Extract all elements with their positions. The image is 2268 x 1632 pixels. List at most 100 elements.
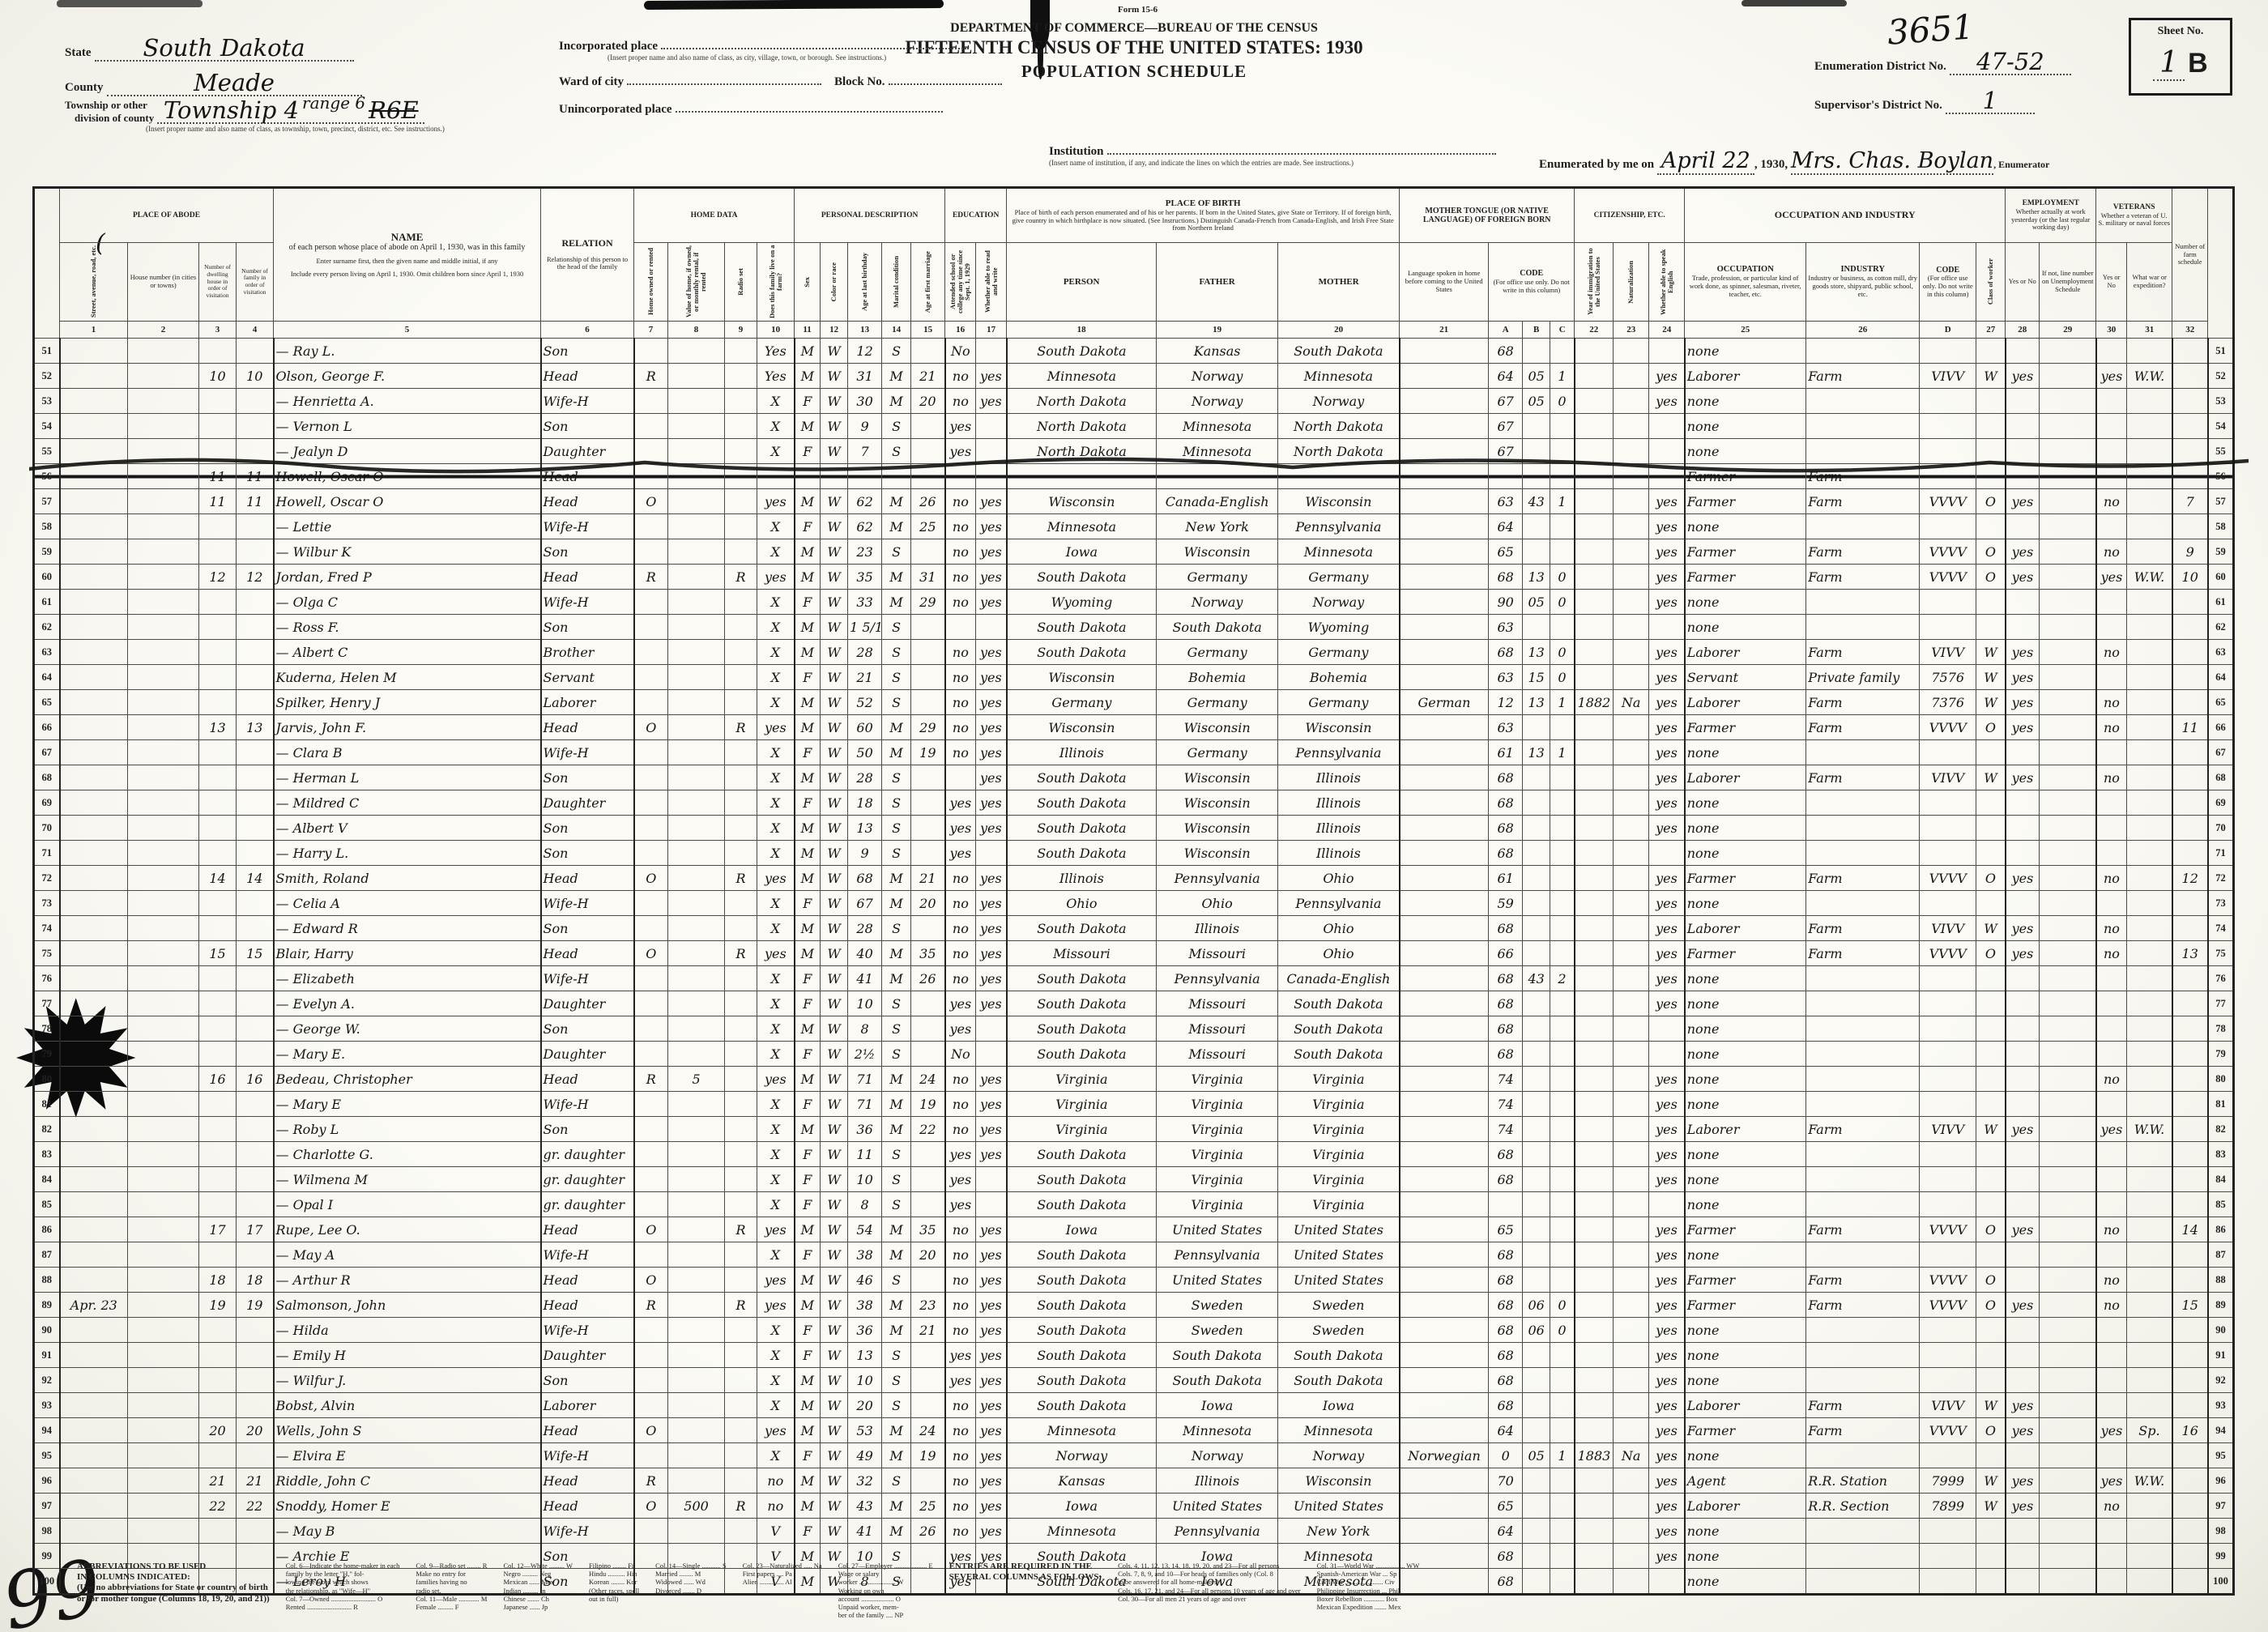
- entry-cell: 68: [1488, 1367, 1524, 1393]
- entry-cell: [2039, 1041, 2097, 1067]
- column-number: 8: [667, 321, 726, 339]
- legend-line: Mexican ...... Mex: [503, 1578, 554, 1587]
- entry-cell: Farm: [1805, 714, 1921, 740]
- entry-cell: yes: [2095, 1116, 2128, 1142]
- entry-cell: O: [633, 940, 669, 966]
- entry-cell: [1522, 614, 1551, 640]
- entry-cell: — Olga C: [272, 589, 542, 615]
- entry-cell: no: [944, 1217, 977, 1242]
- entry-cell: [633, 965, 669, 991]
- entry-cell: Farm: [1805, 1267, 1921, 1293]
- entry-cell: 9: [2171, 539, 2209, 565]
- entry-cell: Illinois: [1005, 739, 1157, 765]
- entry-cell: 10: [847, 991, 883, 1016]
- entry-cell: South Dakota: [1005, 840, 1157, 866]
- entry-cell: [1613, 1267, 1650, 1293]
- entry-cell: Agent: [1683, 1468, 1807, 1494]
- entry-cell: yes: [975, 1417, 1008, 1443]
- entry-cell: M: [881, 363, 912, 389]
- legend-block: Col. 6—Indicate the home-maker in each fa…: [286, 1562, 400, 1611]
- entry-cell: [633, 915, 669, 941]
- entry-cell: [1550, 991, 1575, 1016]
- entry-cell: yes: [1648, 1392, 1686, 1418]
- entry-cell: [2171, 1367, 2209, 1393]
- entry-cell: [1976, 815, 2006, 841]
- entry-cell: [2004, 1141, 2040, 1167]
- entry-cell: Germany: [1277, 639, 1400, 665]
- entry-cell: R.R. Station: [1805, 1468, 1921, 1494]
- line-number-cell: 88: [33, 1267, 60, 1293]
- entry-cell: F: [793, 1342, 821, 1368]
- entry-cell: yes: [2004, 1292, 2040, 1318]
- line-number-cell: 77: [33, 991, 60, 1016]
- entry-cell: — Albert C: [272, 639, 542, 665]
- entry-cell: [2126, 815, 2173, 841]
- column-number: 20: [1277, 321, 1400, 339]
- entry-cell: [2039, 840, 2097, 866]
- entry-cell: Ohio: [1277, 915, 1400, 941]
- entry-cell: Rupe, Lee O.: [272, 1217, 542, 1242]
- entry-cell: 46: [847, 1267, 883, 1293]
- incorporated-field: Incorporated place (Insert proper name a…: [559, 39, 970, 62]
- entry-cell: 21: [235, 1468, 275, 1494]
- entry-cell: 26: [910, 1518, 946, 1544]
- legend-line: Japanese ...... Jp: [503, 1602, 548, 1611]
- entry-cell: Virginia: [1277, 1191, 1400, 1217]
- entry-cell: Bobst, Alvin: [272, 1392, 542, 1418]
- entry-cell: no: [944, 865, 977, 891]
- entry-cell: [2039, 413, 2097, 439]
- entry-cell: S: [881, 1267, 912, 1293]
- entry-cell: [1976, 614, 2006, 640]
- entry-cell: [1613, 589, 1650, 615]
- entry-cell: W: [820, 1066, 849, 1092]
- entry-cell: [1573, 614, 1614, 640]
- entry-cell: yes: [975, 664, 1008, 690]
- entry-cell: Minnesota: [1277, 1417, 1400, 1443]
- entry-cell: [2039, 1166, 2097, 1192]
- entry-cell: [58, 1217, 128, 1242]
- entry-cell: Head: [539, 1417, 635, 1443]
- entry-cell: [1522, 1242, 1551, 1268]
- entry-cell: [2039, 388, 2097, 414]
- entry-cell: [58, 1442, 128, 1468]
- entry-cell: [1550, 840, 1575, 866]
- entry-cell: yes: [2004, 1493, 2040, 1519]
- entry-cell: [58, 840, 128, 866]
- entry-cell: [2171, 363, 2209, 389]
- entry-cell: 66: [1488, 940, 1524, 966]
- entry-cell: South Dakota: [1156, 614, 1279, 640]
- entry-cell: [2004, 1518, 2040, 1544]
- entry-cell: Wisconsin: [1277, 1468, 1400, 1494]
- supervisor-district-field: Supervisor's District No. 1: [1814, 89, 2035, 114]
- line-number-cell: 51: [33, 338, 60, 364]
- entry-cell: [667, 413, 726, 439]
- entry-cell: [910, 639, 946, 665]
- entry-cell: [2095, 388, 2128, 414]
- entry-cell: [2004, 1091, 2040, 1117]
- line-number-cell: 72: [2206, 865, 2235, 891]
- entry-cell: 67: [1488, 413, 1524, 439]
- entry-cell: — Mildred C: [272, 790, 542, 816]
- entry-cell: Farm: [1805, 915, 1921, 941]
- entry-cell: [198, 338, 237, 364]
- entry-cell: [2095, 991, 2128, 1016]
- entry-cell: yes: [975, 1342, 1008, 1368]
- entry-cell: yes: [944, 790, 977, 816]
- entry-cell: Farmer: [1683, 865, 1807, 891]
- line-number-cell: 98: [2206, 1518, 2235, 1544]
- entry-cell: yes: [757, 488, 795, 514]
- entry-cell: yes: [1648, 1417, 1686, 1443]
- entry-cell: Missouri: [1156, 1016, 1279, 1042]
- entry-cell: [1919, 1091, 1977, 1117]
- entry-cell: Virginia: [1156, 1166, 1279, 1192]
- entry-cell: [198, 1016, 237, 1042]
- entry-cell: [1613, 1016, 1650, 1042]
- entry-cell: [127, 1392, 199, 1418]
- line-number-cell: 97: [33, 1493, 60, 1519]
- entry-cell: yes: [757, 865, 795, 891]
- entry-cell: [58, 815, 128, 841]
- entry-cell: [127, 664, 199, 690]
- entry-cell: no: [944, 1242, 977, 1268]
